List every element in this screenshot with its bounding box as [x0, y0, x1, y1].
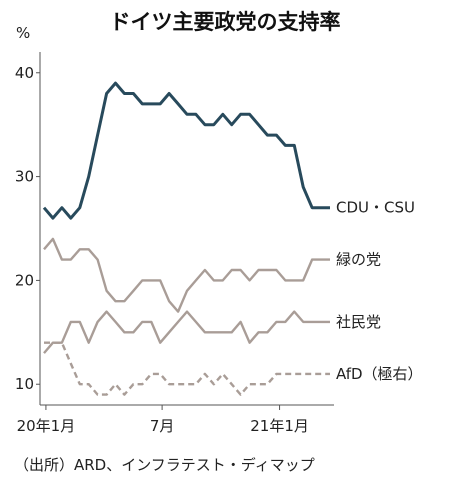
- chart-title: ドイツ主要政党の支持率: [110, 10, 341, 34]
- series-label-cdu・csu: CDU・CSU: [336, 199, 415, 217]
- series-line-緑の党: [43, 237, 330, 313]
- series-label-afd-極右: AfD（極右）: [336, 365, 423, 383]
- x-axis: 20年1月 7月 21年1月: [17, 404, 334, 435]
- y-tick-label: 40: [15, 64, 34, 82]
- y-axis-unit: %: [16, 24, 30, 42]
- plot-area: [42, 81, 330, 396]
- y-axis: 10 20 30 40: [15, 52, 41, 405]
- series-label-社民党: 社民党: [336, 313, 381, 331]
- x-tick-label: 7月: [150, 417, 175, 435]
- x-tick-label: 21年1月: [250, 417, 309, 435]
- series-line-cdu・csu: [42, 81, 330, 220]
- series-line-afd-極右: [44, 341, 330, 396]
- series-label-緑の党: 緑の党: [336, 251, 381, 269]
- x-tick-label: 20年1月: [17, 417, 76, 435]
- y-tick-label: 10: [15, 375, 34, 393]
- series-line-社民党: [43, 310, 330, 354]
- source-note: （出所）ARD、インフラテスト・ディマップ: [14, 456, 315, 474]
- y-tick-label: 30: [15, 168, 34, 186]
- y-tick-label: 20: [15, 271, 34, 289]
